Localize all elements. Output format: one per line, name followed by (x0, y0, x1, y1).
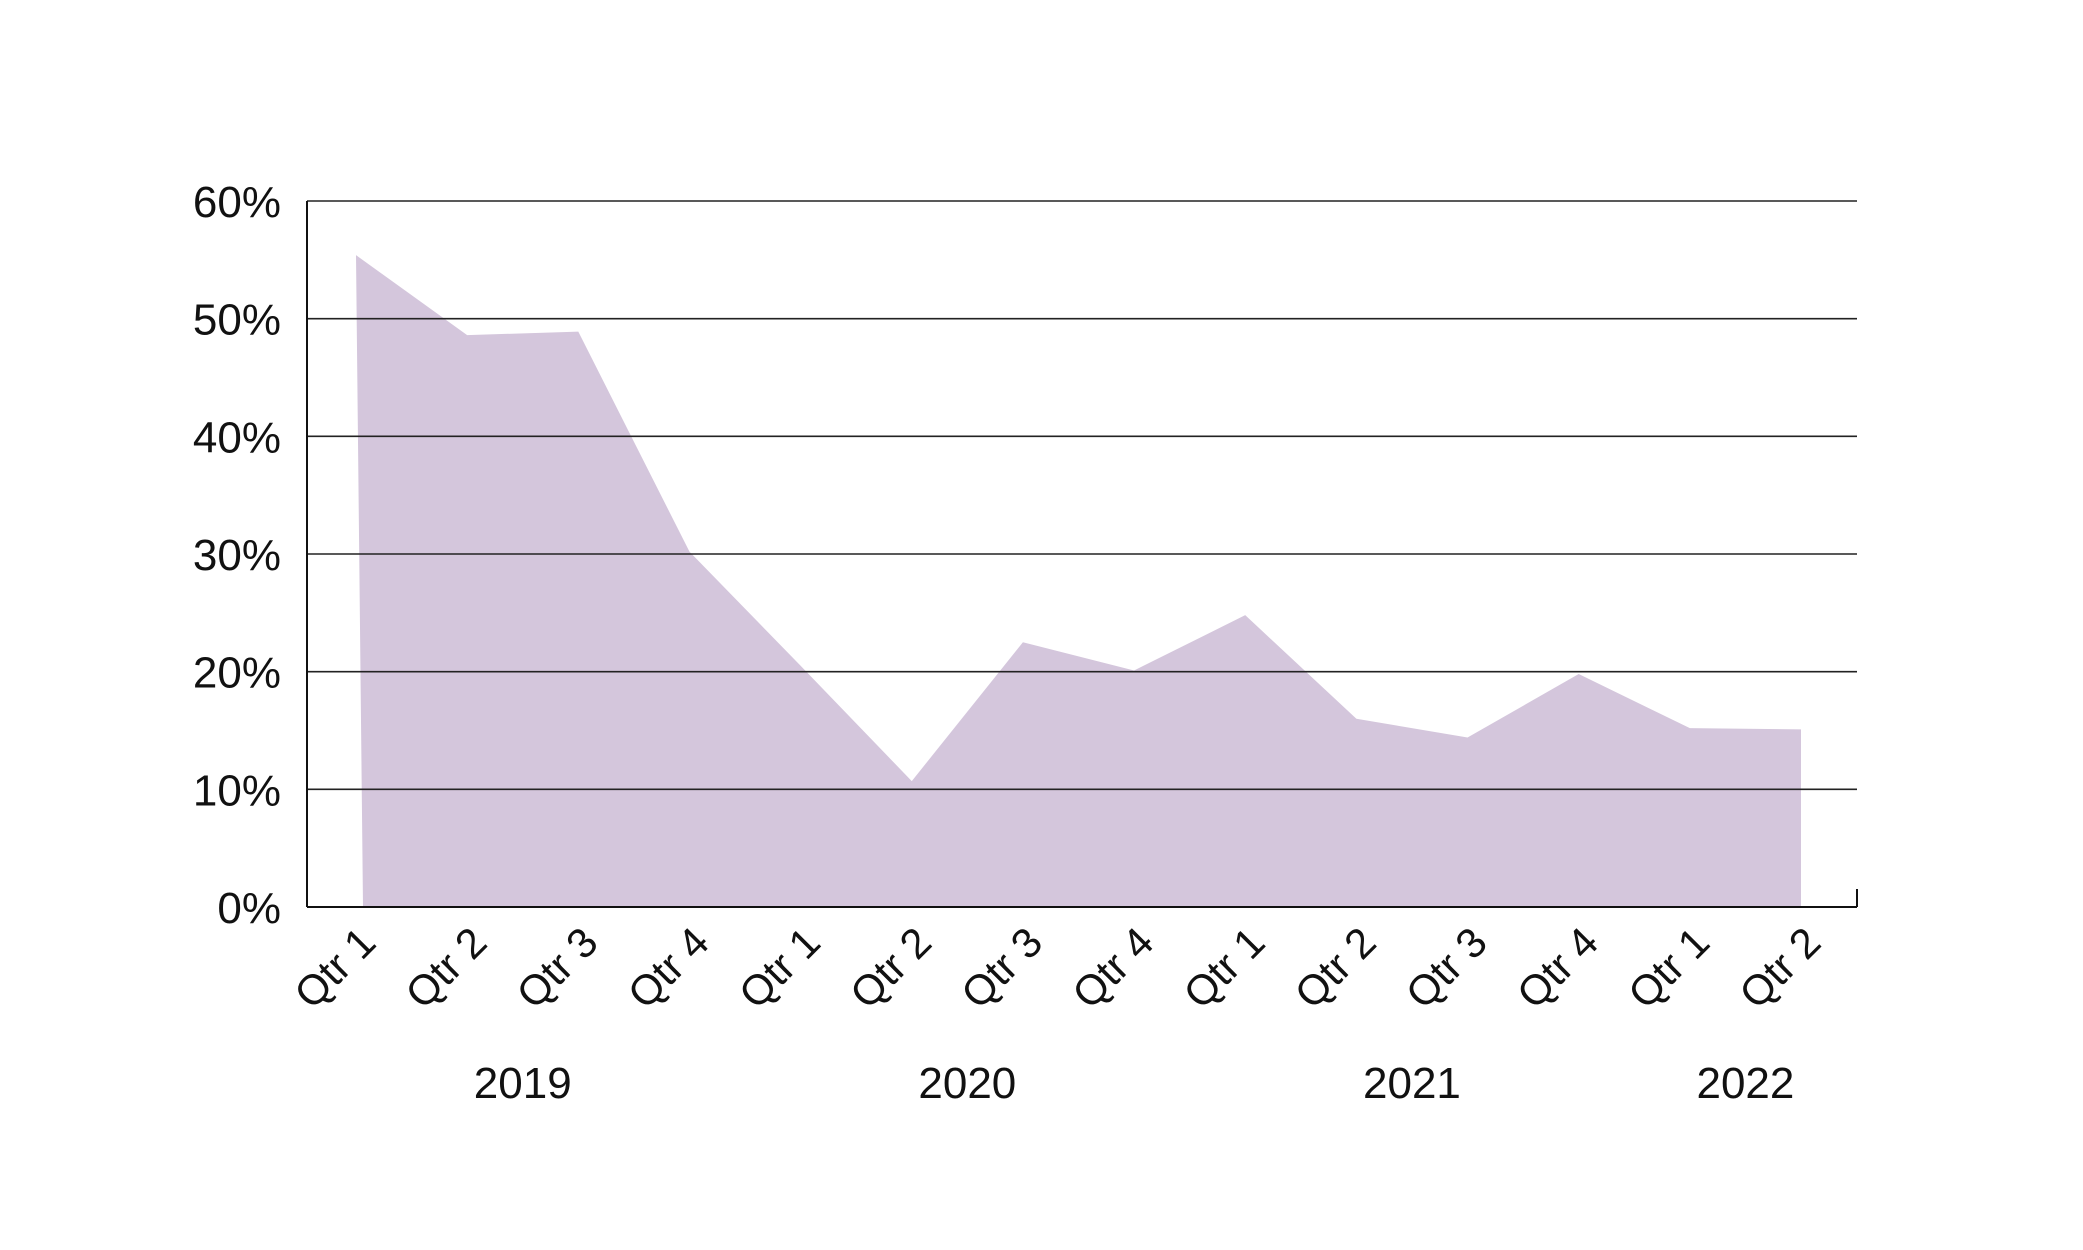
x-axis-year-labels: 2019 2020 2021 2022 (474, 1059, 1795, 1108)
area-layer (356, 255, 1801, 908)
y-tick-label: 60% (193, 178, 281, 227)
x-tick-label: Qtr 1 (285, 918, 384, 1017)
y-axis-tick-labels: 0% 10% 20% 30% 40% 50% 60% (193, 178, 281, 933)
x-tick-label: Qtr 1 (1174, 918, 1273, 1017)
x-tick-label: Qtr 4 (619, 918, 718, 1017)
year-label: 2019 (474, 1059, 572, 1108)
x-tick-label: Qtr 3 (952, 918, 1051, 1017)
x-tick-label: Qtr 4 (1063, 918, 1162, 1017)
axes (306, 201, 1858, 908)
y-tick-label: 10% (193, 766, 281, 815)
y-tick-label: 40% (193, 413, 281, 462)
x-tick-label: Qtr 1 (730, 918, 829, 1017)
year-label: 2020 (918, 1059, 1016, 1108)
x-tick-label: Qtr 4 (1508, 918, 1607, 1017)
x-tick-label: Qtr 2 (396, 918, 495, 1017)
x-tick-label: Qtr 2 (841, 918, 940, 1017)
x-tick-label: Qtr 2 (1285, 918, 1384, 1017)
y-tick-label: 20% (193, 649, 281, 698)
series-area (356, 255, 1801, 908)
x-tick-label: Qtr 1 (1619, 918, 1718, 1017)
x-tick-label: Qtr 3 (507, 918, 606, 1017)
y-tick-label: 50% (193, 296, 281, 345)
year-label: 2022 (1696, 1059, 1794, 1108)
gridlines (307, 200, 1857, 791)
y-tick-label: 30% (193, 531, 281, 580)
x-tick-label: Qtr 2 (1730, 918, 1829, 1017)
y-tick-label: 0% (217, 884, 281, 933)
x-tick-label: Qtr 3 (1397, 918, 1496, 1017)
year-label: 2021 (1363, 1059, 1461, 1108)
x-axis-category-labels: Qtr 1 Qtr 2 Qtr 3 Qtr 4 Qtr 1 Qtr 2 Qtr 3 Qtr 4… (285, 918, 1829, 1017)
